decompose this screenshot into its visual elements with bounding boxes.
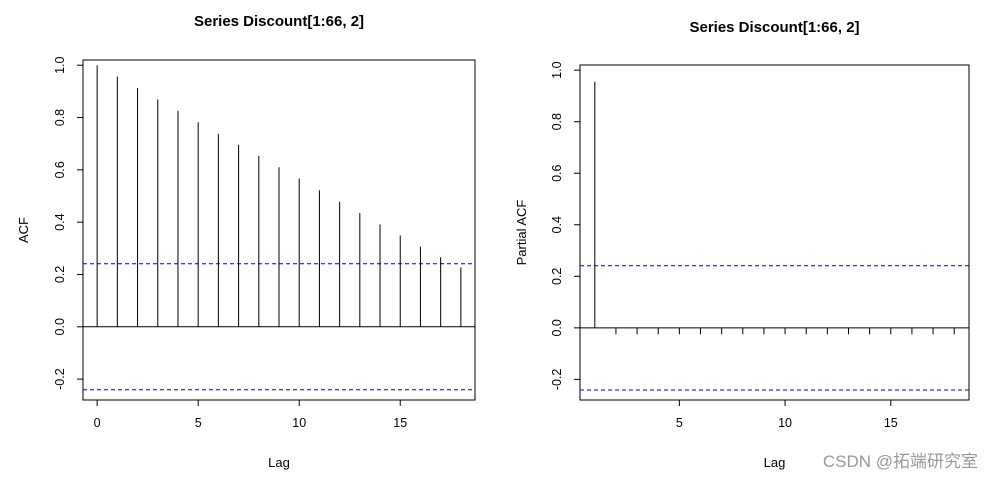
plot-frame <box>579 64 970 401</box>
y-tick-label: -0.2 <box>550 369 564 391</box>
chart-title: Series Discount[1:66, 2] <box>194 13 364 30</box>
y-tick-label: 0.8 <box>550 113 564 130</box>
y-tick-label: 0.0 <box>53 318 67 335</box>
pacf-panel: Series Discount[1:66, 2] 5 10 15 -0.2 0.0 0.2 0… <box>514 19 970 470</box>
y-tick-label: 0.8 <box>53 109 67 126</box>
y-tick-label: -0.2 <box>53 368 67 390</box>
y-tick-label: 0.2 <box>550 268 564 285</box>
y-tick-label: 0.6 <box>550 165 564 182</box>
x-axis-label: Lag <box>268 455 290 470</box>
x-tick-label: 5 <box>195 416 202 430</box>
x-tick-label: 10 <box>778 416 792 430</box>
x-tick-label: 15 <box>884 416 898 430</box>
y-axis-label: ACF <box>16 217 31 243</box>
x-tick-label: 15 <box>393 416 407 430</box>
chart-title: Series Discount[1:66, 2] <box>689 19 859 36</box>
y-tick-label: 0.6 <box>53 161 67 178</box>
x-tick-label: 0 <box>94 416 101 430</box>
x-tick-label: 5 <box>676 416 683 430</box>
x-axis-label: Lag <box>764 455 786 470</box>
y-tick-label: 1.0 <box>550 61 564 78</box>
y-axis-label: Partial ACF <box>514 200 529 266</box>
y-tick-label: 1.0 <box>53 57 67 74</box>
y-tick-label: 0.0 <box>550 319 564 336</box>
acf-panel: Series Discount[1:66, 2] 0 5 10 15 -0.2 0.0 0.2… <box>16 13 476 470</box>
y-tick-label: 0.2 <box>53 266 67 283</box>
y-tick-label: 0.4 <box>53 213 67 230</box>
x-tick-label: 10 <box>292 416 306 430</box>
plot-frame <box>82 59 476 401</box>
watermark-text: CSDN @拓端研究室 <box>823 452 978 471</box>
y-tick-label: 0.4 <box>550 216 564 233</box>
